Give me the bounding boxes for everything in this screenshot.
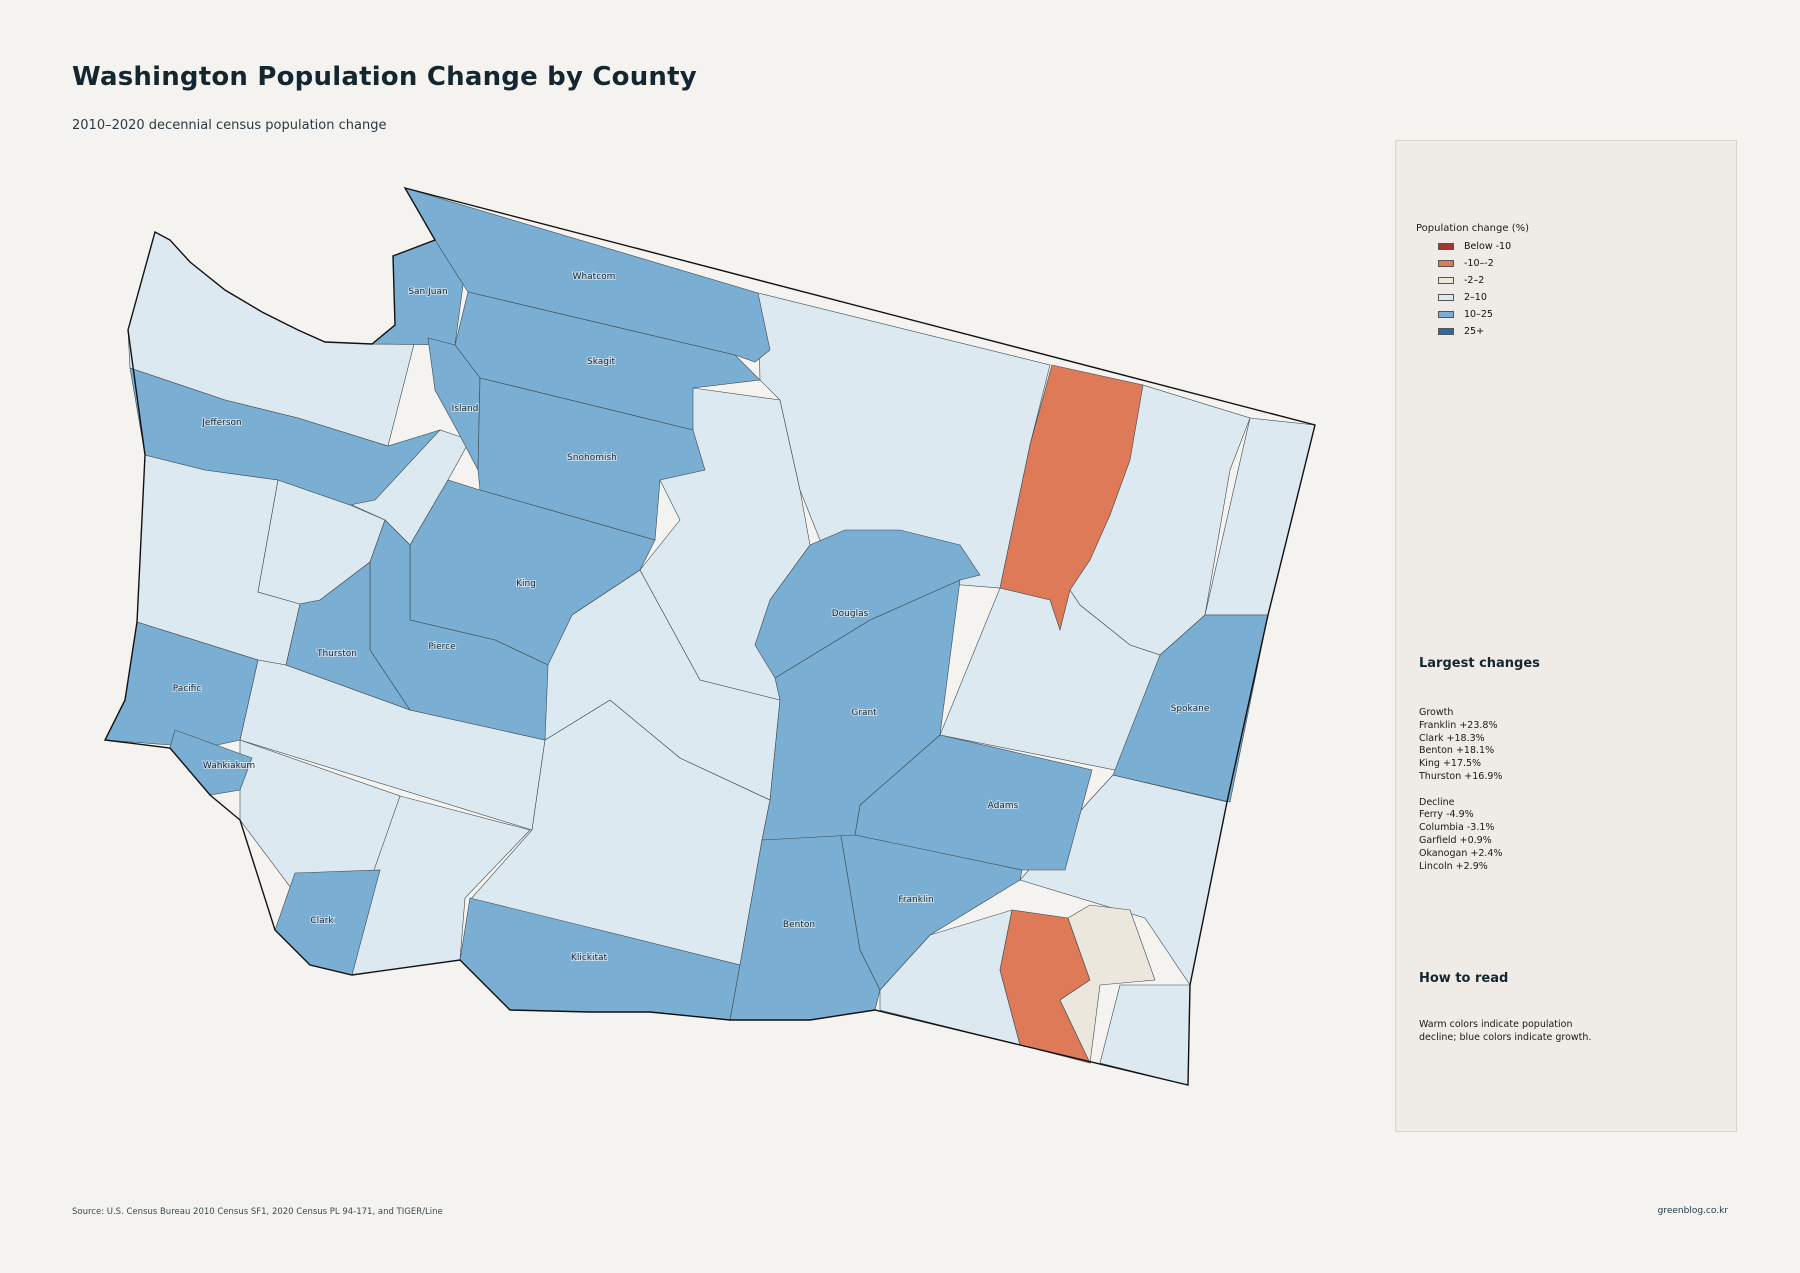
label-douglas: Douglas: [832, 609, 869, 619]
decline-label: Decline: [1419, 796, 1455, 808]
legend-item: 2–10: [1438, 289, 1529, 306]
legend-title: Population change (%): [1416, 223, 1530, 234]
decline-item: Okanogan +2.4%: [1419, 847, 1503, 859]
label-whatcom: Whatcom: [573, 272, 616, 282]
legend-label: -2–2: [1464, 275, 1485, 286]
label-san-juan: San Juan: [408, 287, 447, 297]
legend-swatch: [1438, 243, 1454, 250]
label-thurston: Thurston: [316, 649, 357, 659]
label-pacific: Pacific: [173, 684, 202, 694]
how-to-read-text: Warm colors indicate population decline;…: [1419, 1019, 1592, 1043]
map-subtitle: 2010–2020 decennial census population ch…: [72, 118, 387, 133]
legend-swatch: [1438, 260, 1454, 267]
largest-changes-list: Growth Franklin +23.8% Clark +18.3% Bent…: [1419, 707, 1502, 873]
label-benton: Benton: [783, 920, 815, 930]
legend-item: -10–-2: [1438, 255, 1529, 272]
growth-item: Clark +18.3%: [1419, 732, 1485, 744]
label-franklin: Franklin: [898, 895, 933, 905]
label-jefferson: Jefferson: [201, 418, 242, 428]
legend-item: 25+: [1438, 323, 1529, 340]
county-whatcom[interactable]: [404, 187, 771, 363]
legend-label: -10–-2: [1464, 258, 1494, 269]
label-wahkiakum: Wahkiakum: [203, 761, 255, 771]
legend-label: Below -10: [1464, 241, 1512, 252]
legend: Population change (%) Below -10 -10–-2 -2–…: [1416, 223, 1529, 340]
growth-item: Franklin +23.8%: [1419, 719, 1498, 731]
label-snohomish: Snohomish: [567, 453, 617, 463]
how-to-read-heading: How to read: [1419, 971, 1509, 986]
legend-swatch: [1438, 294, 1454, 301]
label-skagit: Skagit: [587, 357, 615, 367]
label-king: King: [516, 579, 536, 589]
site-credit: greenblog.co.kr: [1657, 1206, 1728, 1216]
county-lincoln[interactable]: [939, 587, 1161, 776]
source-note: Source: U.S. Census Bureau 2010 Census S…: [72, 1207, 443, 1217]
growth-label: Growth: [1419, 707, 1454, 718]
decline-item: Ferry -4.9%: [1419, 809, 1474, 821]
county-thurston[interactable]: [285, 561, 411, 711]
label-island: Island: [452, 404, 479, 414]
label-adams: Adams: [988, 801, 1019, 811]
county-douglas[interactable]: [754, 529, 981, 679]
decline-item: Garfield +0.9%: [1419, 834, 1492, 846]
label-grant: Grant: [851, 708, 877, 718]
state-outline: [103, 186, 1316, 1086]
side-panel: Population change (%) Below -10 -10–-2 -2–…: [1395, 140, 1737, 1132]
county-ferry[interactable]: [999, 364, 1144, 632]
county-asotin[interactable]: [1099, 984, 1191, 1086]
label-pierce: Pierce: [428, 642, 456, 652]
legend-item: -2–2: [1438, 272, 1529, 289]
growth-item: Thurston +16.9%: [1419, 770, 1503, 782]
county-spokane[interactable]: [1112, 614, 1269, 803]
legend-swatch: [1438, 311, 1454, 318]
growth-item: King +17.5%: [1419, 758, 1482, 770]
label-klickitat: Klickitat: [571, 953, 608, 963]
map-title: Washington Population Change by County: [72, 62, 697, 92]
legend-label: 10–25: [1464, 309, 1493, 320]
largest-changes-heading: Largest changes: [1419, 656, 1540, 671]
legend-label: 25+: [1464, 326, 1485, 337]
legend-label: 2–10: [1464, 292, 1487, 303]
label-clark: Clark: [310, 916, 334, 926]
decline-item: Lincoln +2.9%: [1419, 860, 1488, 872]
decline-item: Columbia -3.1%: [1419, 822, 1495, 834]
growth-item: Benton +18.1%: [1419, 745, 1495, 757]
legend-item: Below -10: [1438, 238, 1529, 255]
county-snohomish[interactable]: [477, 377, 706, 541]
county-jefferson[interactable]: [129, 367, 441, 506]
county-wahkiakum[interactable]: [169, 729, 253, 796]
legend-swatch: [1438, 328, 1454, 335]
legend-swatch: [1438, 277, 1454, 284]
legend-item: 10–25: [1438, 306, 1529, 323]
label-spokane: Spokane: [1171, 704, 1210, 714]
county-garfield[interactable]: [1059, 904, 1156, 1065]
